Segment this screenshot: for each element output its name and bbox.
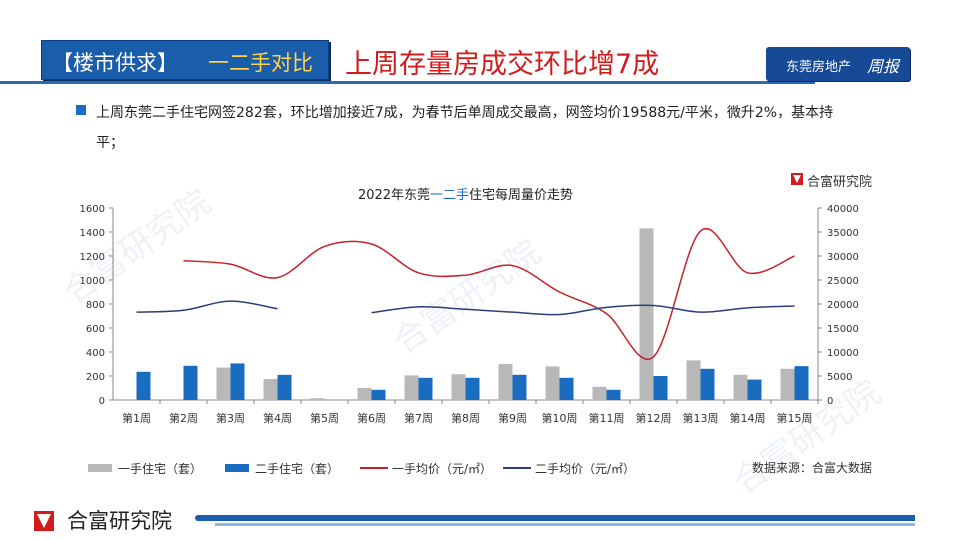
line-resale-price [371, 304, 795, 316]
legend-new-price: 一手均价（元/㎡） [392, 462, 493, 476]
bar-new-units [780, 368, 795, 400]
x-tick-label: 第14周 [730, 411, 766, 425]
bar-new-units [545, 366, 560, 400]
legend-swatch-new-units [88, 464, 112, 472]
bar-resale-units [794, 366, 809, 400]
footer-band [195, 515, 915, 521]
bullet-icon [76, 105, 86, 115]
x-tick-label: 第6周 [357, 411, 386, 425]
chart-title-part: 2022年东莞 [358, 188, 430, 203]
bar-new-units [310, 398, 325, 400]
y-right-tick-label: 10000 [827, 348, 859, 359]
page-title: 上周存量房成交环比增7成 [345, 49, 660, 80]
bar-resale-units [277, 374, 292, 400]
bar-resale-units [606, 389, 621, 400]
y-left-tick-label: 200 [86, 372, 105, 383]
bar-new-units [404, 375, 419, 400]
brand-text: 东莞房地产 [786, 60, 852, 75]
legend-resale-units: 二手住宅（套） [255, 462, 340, 476]
x-tick-label: 第5周 [310, 411, 339, 425]
x-tick-label: 第1周 [122, 411, 151, 425]
x-tick-label: 第11周 [589, 411, 625, 425]
x-tick-label: 第3周 [216, 411, 245, 425]
footer-logo-text: 合富研究院 [67, 509, 172, 533]
brand-badge: 东莞房地产 周报 [766, 47, 910, 81]
bar-resale-units [559, 377, 574, 400]
y-left-tick-label: 1600 [80, 204, 105, 215]
y-left-tick-label: 0 [99, 396, 105, 407]
bar-new-units [639, 228, 654, 400]
bar-resale-units [700, 368, 715, 400]
y-right-tick-label: 0 [827, 396, 833, 407]
y-right-tick-label: 5000 [827, 372, 852, 383]
legend-swatch-new-price [360, 467, 388, 469]
bar-new-units [733, 374, 748, 400]
legend-resale-price: 二手均价（元/㎡） [535, 462, 636, 476]
legend-swatch-resale-units [225, 464, 249, 472]
line-resale-price [136, 300, 278, 313]
x-tick-label: 第4周 [263, 411, 292, 425]
bar-resale-units [371, 389, 386, 400]
bar-resale-units [465, 377, 480, 400]
bar-resale-units [512, 374, 527, 400]
bar-new-units [357, 388, 372, 400]
brand-script: 周报 [867, 57, 900, 76]
x-tick-label: 第2周 [169, 411, 198, 425]
y-left-tick-label: 800 [86, 300, 105, 311]
y-right-tick-label: 30000 [827, 252, 859, 263]
bar-new-units [263, 379, 278, 400]
hefu-logo-icon [791, 173, 803, 185]
section-tag-highlight: 一二手对比 [208, 51, 313, 75]
x-tick-label: 第12周 [636, 411, 672, 425]
chart-title: 2022年东莞一二手住宅每周量价走势 [358, 187, 573, 203]
y-right-tick-label: 35000 [827, 228, 859, 239]
x-tick-label: 第7周 [404, 411, 433, 425]
y-right-tick-label: 15000 [827, 324, 859, 335]
header-divider [0, 81, 815, 84]
y-left-tick-label: 1000 [80, 276, 105, 287]
bar-resale-units [418, 377, 433, 400]
x-tick-label: 第9周 [498, 411, 527, 425]
legend-new-units: 一手住宅（套） [118, 462, 203, 476]
y-left-tick-label: 1200 [80, 252, 105, 263]
section-tag: 【楼市供求】 一二手对比 [41, 40, 329, 80]
chart-title-part: 住宅每周量价走势 [469, 187, 573, 203]
x-tick-label: 第8周 [451, 411, 480, 425]
bar-new-units [592, 386, 607, 400]
bar-resale-units [230, 363, 245, 400]
bar-resale-units [136, 371, 151, 400]
bar-new-units [451, 374, 466, 400]
bar-resale-units [183, 365, 198, 400]
chart-source-label: 合富研究院 [807, 175, 873, 190]
y-left-tick-label: 1400 [80, 228, 105, 239]
chart-source-tag: 合富研究院 [791, 171, 873, 190]
x-tick-label: 第15周 [777, 411, 813, 425]
x-tick-label: 第13周 [683, 411, 719, 425]
bar-new-units [498, 364, 513, 400]
line-new-price [183, 227, 795, 360]
y-right-tick-label: 25000 [827, 276, 859, 287]
footer-band-accent [215, 523, 915, 526]
x-tick-label: 第10周 [542, 411, 578, 425]
bar-new-units [216, 367, 231, 400]
bar-resale-units [653, 376, 668, 400]
y-right-tick-label: 20000 [827, 300, 859, 311]
hefu-logo-icon [34, 511, 54, 531]
bar-resale-units [747, 379, 762, 400]
legend-swatch-resale-price [503, 467, 531, 469]
y-left-tick-label: 400 [86, 348, 105, 359]
chart-title-part: 一二手 [430, 188, 469, 203]
y-left-tick-label: 600 [86, 324, 105, 335]
bar-new-units [686, 360, 701, 400]
section-tag-prefix: 【楼市供求】 [52, 51, 178, 75]
y-right-tick-label: 40000 [827, 204, 859, 215]
footer-logo: 合富研究院 [34, 505, 172, 535]
data-source-note: 数据来源：合富大数据 [752, 461, 873, 475]
summary-text: 上周东莞二手住宅网签282套，环比增加接近7成，为春节后单周成交最高，网签均价1… [96, 105, 834, 151]
